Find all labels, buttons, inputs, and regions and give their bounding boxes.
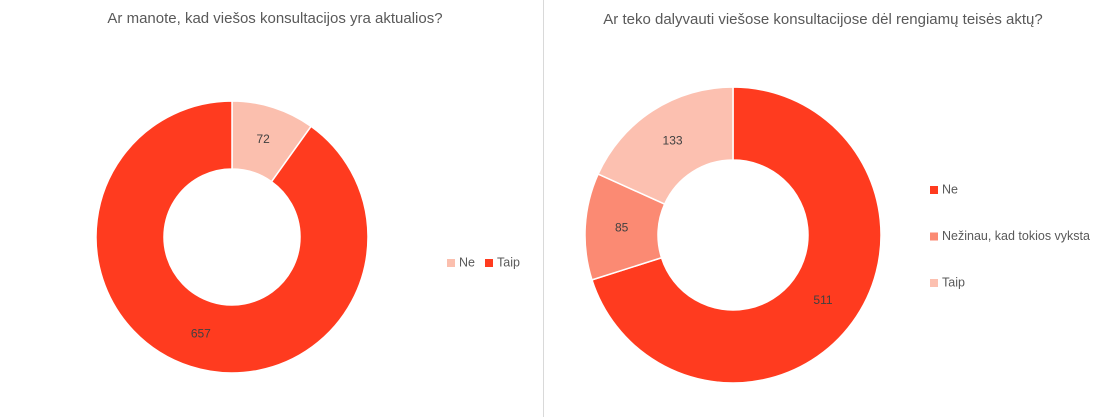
legend-label: Taip	[497, 255, 520, 269]
data-label: 133	[663, 133, 683, 147]
legend-swatch	[485, 259, 493, 267]
donut-slice	[95, 100, 369, 374]
chart-title: Ar teko dalyvauti viešose konsultacijose…	[603, 11, 1043, 28]
chart-title: Ar manote, kad viešos konsultacijos yra …	[107, 10, 443, 27]
data-label: 85	[615, 221, 629, 235]
legend-swatch	[930, 232, 938, 241]
donut-slice	[591, 86, 882, 384]
legend-swatch	[930, 186, 938, 194]
legend-label: Nežinau, kad tokios vyksta	[942, 229, 1090, 243]
legend-label: Taip	[942, 275, 965, 289]
data-label: 72	[256, 132, 270, 146]
data-label: 511	[813, 293, 832, 307]
legend-swatch	[930, 279, 938, 287]
legend-label: Ne	[459, 255, 475, 269]
legend-label: Ne	[942, 182, 958, 196]
data-label: 657	[191, 326, 211, 340]
legend-swatch	[447, 259, 455, 267]
donut-slice	[597, 86, 734, 206]
